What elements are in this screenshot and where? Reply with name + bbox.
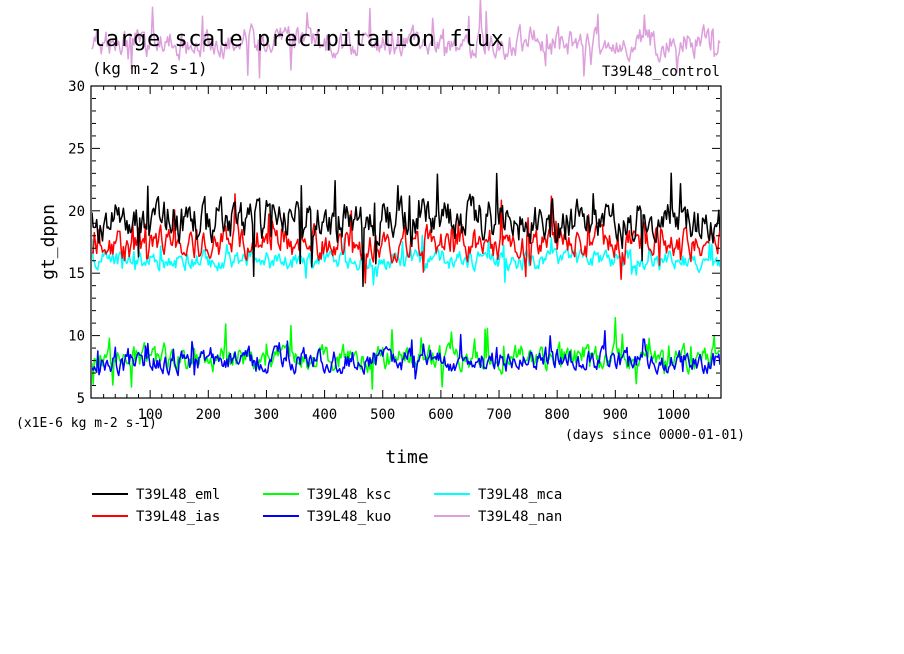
- chart-subtitle: (kg m-2 s-1): [92, 59, 208, 78]
- x-tick-label: 700: [486, 407, 511, 423]
- y-tick-label: 15: [68, 266, 85, 282]
- legend-label: T39L48_nan: [478, 509, 562, 525]
- legend-label: T39L48_ksc: [307, 487, 391, 503]
- x-tick-label: 200: [196, 407, 221, 423]
- x-unit-note: (days since 0000-01-01): [565, 428, 745, 443]
- x-tick-label: 300: [254, 407, 279, 423]
- x-tick-label: 600: [428, 407, 453, 423]
- series-line-t39l48-nan: [91, 0, 721, 79]
- legend-label: T39L48_kuo: [307, 509, 391, 525]
- legend-label: T39L48_mca: [478, 487, 562, 503]
- x-tick-label: 100: [137, 407, 162, 423]
- series-line-t39l48-kuo: [92, 329, 720, 380]
- legend: T39L48_eml T39L48_ksc T39L48_mca T39L48_ias…: [92, 487, 562, 525]
- series-line-t39l48-ksc: [92, 316, 720, 390]
- y-tick-label: 25: [68, 141, 85, 157]
- nan-series-band: [91, 0, 721, 79]
- x-tick-label: 800: [545, 407, 570, 423]
- run-label: T39L48_control: [602, 64, 720, 80]
- ticks-layer: 100 200 300 400 500 600 700 800 900 1000 5 10 15 20 25…: [68, 79, 720, 423]
- x-tick-label: 400: [312, 407, 337, 423]
- legend-label: T39L48_ias: [136, 509, 220, 525]
- y-tick-label: 30: [68, 79, 85, 95]
- y-tick-label: 20: [68, 204, 85, 220]
- series-line-t39l48-eml: [92, 172, 720, 288]
- series-line-t39l48-mca: [92, 234, 720, 286]
- y-tick-label: 5: [77, 391, 85, 407]
- series-layer: [92, 172, 720, 390]
- chart-title: large scale precipitation flux: [92, 27, 504, 52]
- legend-label: T39L48_eml: [136, 487, 220, 503]
- y-axis-label: gt_dppn: [38, 204, 59, 280]
- x-axis-label: time: [385, 447, 428, 468]
- series-line-t39l48-ias: [92, 193, 720, 284]
- y-tick-label: 10: [68, 329, 85, 345]
- x-tick-label: 500: [370, 407, 395, 423]
- x-tick-label: 900: [603, 407, 628, 423]
- y-unit-note: (x1E-6 kg m-2 s-1): [16, 416, 157, 431]
- x-tick-label: 1000: [657, 407, 691, 423]
